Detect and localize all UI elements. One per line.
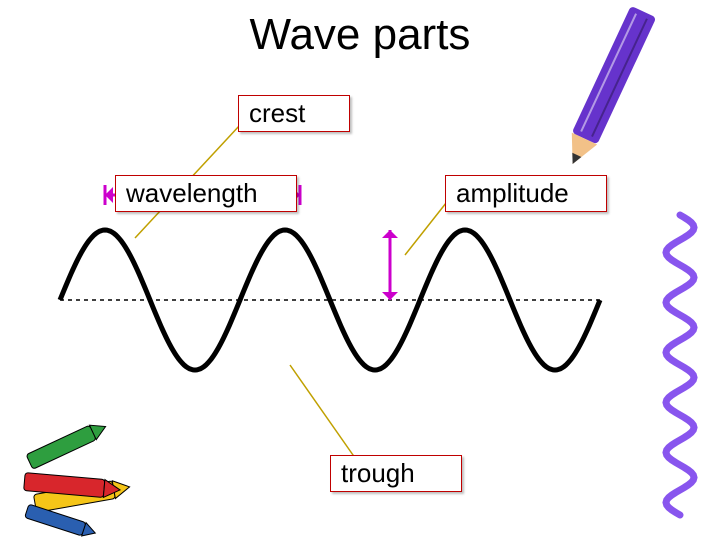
amplitude-arrow — [382, 230, 398, 300]
crayons-icon — [24, 419, 132, 539]
label-crest: crest — [238, 95, 350, 132]
label-amplitude: amplitude — [445, 175, 607, 212]
pencil-icon — [560, 6, 656, 170]
label-trough: trough — [330, 455, 462, 492]
squiggle-decoration — [666, 215, 694, 515]
label-wavelength: wavelength — [115, 175, 297, 212]
connector-trough — [290, 365, 360, 465]
